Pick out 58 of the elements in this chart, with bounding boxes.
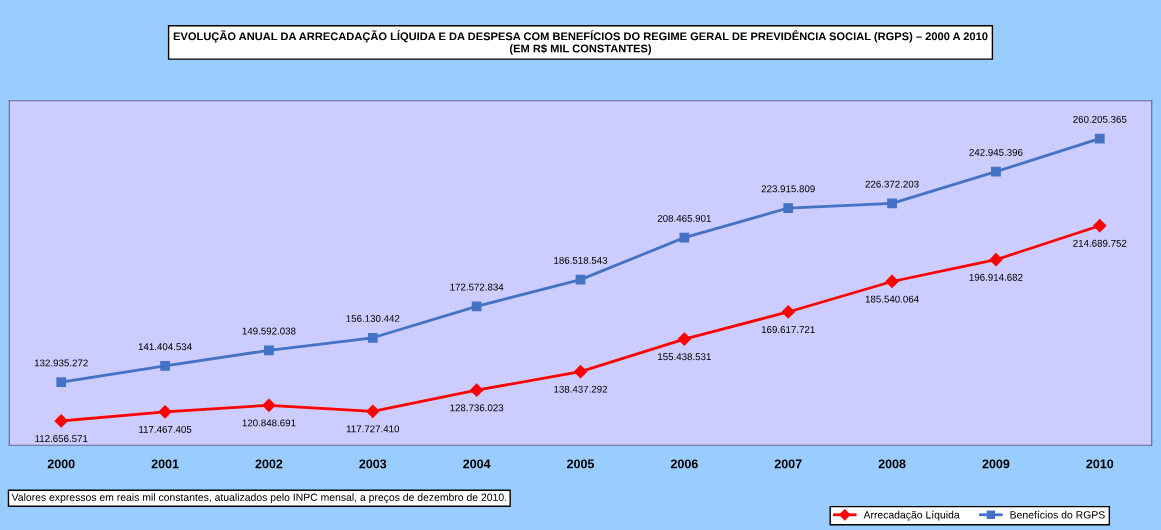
point — [367, 332, 378, 343]
legend-label: Arrecadação Líquida — [863, 510, 960, 521]
point — [783, 203, 794, 213]
data-label: 185.540.064 — [865, 295, 919, 303]
data-label: 186.518.543 — [554, 256, 608, 264]
point — [989, 253, 1003, 267]
data-label: 128.736.023 — [450, 404, 504, 412]
x-tick-label: 2002 — [255, 459, 283, 469]
point — [471, 301, 482, 312]
x-tick-label: 2000 — [47, 459, 75, 469]
point — [1094, 133, 1105, 144]
point — [679, 232, 690, 243]
point — [885, 274, 899, 289]
data-label: 112.656.571 — [35, 435, 88, 443]
point — [56, 377, 67, 388]
x-tick-label: 2009 — [982, 459, 1010, 469]
data-label: 117.467.405 — [139, 425, 192, 433]
x-tick-label: 2006 — [670, 459, 698, 469]
point — [573, 365, 588, 379]
data-label: 223.915.809 — [761, 185, 815, 193]
data-label: 196.914.682 — [969, 273, 1023, 281]
data-label: 155.438.531 — [658, 353, 711, 361]
x-tick-label: 2007 — [774, 459, 802, 469]
x-tick-label: 2004 — [463, 459, 491, 469]
point — [781, 305, 795, 319]
point — [54, 414, 68, 428]
point — [991, 166, 1001, 177]
point — [160, 361, 170, 371]
data-label: 156.130.442 — [346, 315, 400, 322]
point — [264, 345, 274, 356]
data-label: 120.848.691 — [242, 419, 296, 427]
data-label: 138.437.292 — [554, 385, 608, 393]
point — [887, 198, 897, 209]
data-label: 260.205.365 — [1073, 115, 1127, 123]
point — [158, 405, 172, 419]
data-label: 242.945.396 — [969, 148, 1023, 156]
data-label: 149.592.038 — [242, 327, 296, 335]
x-tick-label: 2005 — [567, 459, 595, 469]
data-label: 132.935.272 — [34, 359, 88, 367]
x-tick-label: 2008 — [878, 459, 906, 469]
x-tick-label: 2003 — [359, 459, 387, 469]
data-label: 208.465.901 — [657, 214, 711, 222]
point — [1093, 219, 1107, 233]
text: Valores expressos em reais mil constantes, atualizados pelo INPC mensal, a preços de dezembro de 2010. — [11, 493, 507, 504]
data-label: 226.372.203 — [865, 180, 919, 188]
data-label: 117.727.410 — [346, 425, 400, 433]
data-label: 172.572.834 — [450, 283, 504, 291]
legend-label: Benefícios do RGPS — [1010, 510, 1105, 519]
data-label: 169.617.721 — [761, 326, 815, 333]
x-tick-label: 2010 — [1086, 459, 1114, 469]
point — [262, 398, 276, 412]
point — [366, 404, 380, 418]
data-label: 214.689.752 — [1073, 239, 1127, 247]
data-label: 141.404.534 — [138, 343, 192, 351]
point — [677, 332, 691, 346]
chart-title: EVOLUÇÃO ANUAL DA ARRECADAÇÃO LÍQUIDA E DA DESPESA COM BENEFÍCIOS DO REGIME GERAL DE PREVIDÊNCIA SOCIAL (RGPS) – 2000 A 2010 (EM R$ MIL CONSTANTES) — [173, 30, 988, 55]
point — [470, 383, 484, 397]
x-tick-label: 2001 — [151, 459, 179, 469]
